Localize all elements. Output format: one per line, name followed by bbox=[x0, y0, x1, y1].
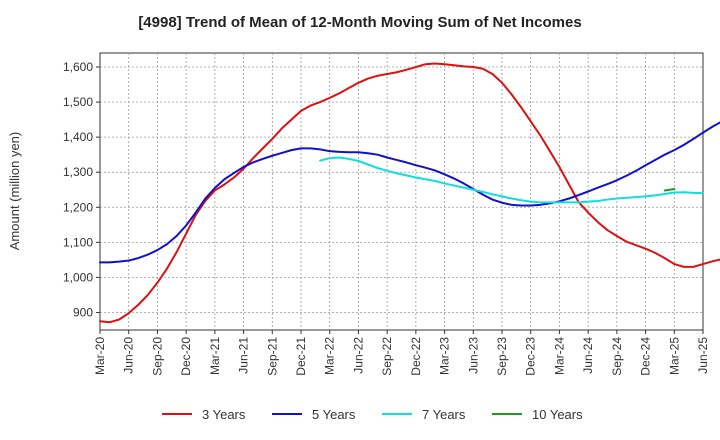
y-tick-label: 1,100 bbox=[63, 235, 93, 249]
x-tick-label: Jun-23 bbox=[466, 337, 480, 374]
x-tick-label: Sep-24 bbox=[610, 337, 624, 376]
y-tick-label: 1,600 bbox=[63, 60, 93, 74]
x-tick-label: Jun-22 bbox=[351, 337, 365, 374]
series-line-5-years bbox=[99, 121, 720, 264]
x-tick-label: Jun-25 bbox=[696, 337, 710, 374]
legend-label: 3 Years bbox=[202, 407, 246, 422]
y-tick-label: 1,500 bbox=[63, 95, 93, 109]
series-line-10-years bbox=[663, 188, 676, 192]
chart-title: [4998] Trend of Mean of 12-Month Moving … bbox=[138, 14, 582, 31]
x-tick-label: Jun-21 bbox=[237, 337, 251, 374]
y-axis-ticks: 900 1,000 1,100 1,200 1,300 1,400 1,500 1,600 bbox=[63, 60, 100, 319]
grid-layer bbox=[100, 53, 703, 330]
y-axis-label: Amount (million yen) bbox=[7, 132, 22, 251]
x-tick-label: Dec-22 bbox=[409, 337, 423, 376]
x-axis-ticks: Mar-20 Jun-20 Sep-20 Dec-20 Mar-21 Jun-21 Sep-… bbox=[93, 330, 710, 376]
x-tick-label: Mar-23 bbox=[438, 337, 452, 375]
x-tick-label: Dec-24 bbox=[639, 337, 653, 376]
series-line-3-years bbox=[99, 62, 720, 324]
y-tick-label: 900 bbox=[73, 305, 93, 319]
x-tick-label: Jun-24 bbox=[581, 337, 595, 374]
x-tick-label: Jun-20 bbox=[122, 337, 136, 374]
plot-area bbox=[99, 52, 704, 331]
x-tick-label: Sep-21 bbox=[265, 337, 279, 376]
legend: 3 Years 5 Years 7 Years 10 Years bbox=[162, 407, 583, 422]
x-tick-label: Mar-22 bbox=[323, 337, 337, 375]
x-tick-label: Mar-25 bbox=[667, 337, 681, 375]
legend-label: 7 Years bbox=[422, 407, 466, 422]
x-tick-label: Sep-20 bbox=[150, 337, 164, 376]
y-tick-label: 1,000 bbox=[63, 270, 93, 284]
x-tick-label: Mar-24 bbox=[552, 337, 566, 375]
series-layer bbox=[99, 62, 720, 324]
y-tick-label: 1,400 bbox=[63, 130, 93, 144]
y-tick-label: 1,300 bbox=[63, 165, 93, 179]
x-tick-label: Dec-21 bbox=[294, 337, 308, 376]
legend-label: 5 Years bbox=[312, 407, 356, 422]
y-tick-label: 1,200 bbox=[63, 200, 93, 214]
legend-label: 10 Years bbox=[532, 407, 583, 422]
x-tick-label: Dec-20 bbox=[179, 337, 193, 376]
x-tick-label: Mar-20 bbox=[93, 337, 107, 375]
x-tick-label: Sep-22 bbox=[380, 337, 394, 376]
x-tick-label: Mar-21 bbox=[208, 337, 222, 375]
series-line-7-years bbox=[319, 156, 704, 204]
x-tick-label: Sep-23 bbox=[495, 337, 509, 376]
x-tick-label: Dec-23 bbox=[524, 337, 538, 376]
